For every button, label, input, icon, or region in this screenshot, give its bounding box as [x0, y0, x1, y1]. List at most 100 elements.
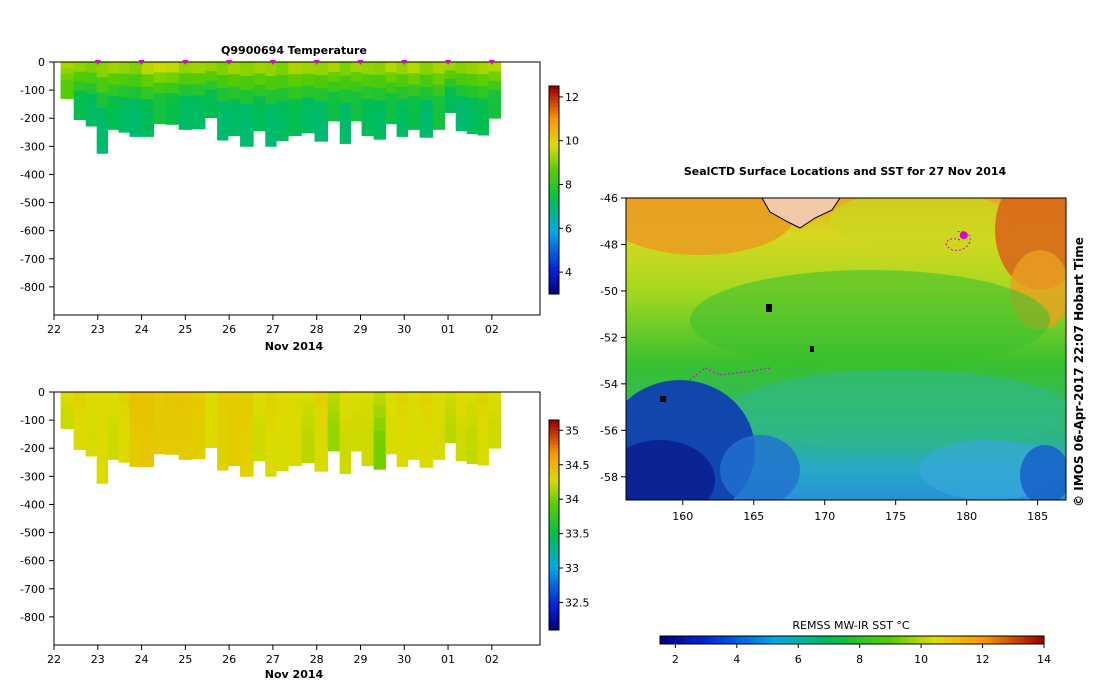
t-profile-cell — [444, 95, 457, 105]
sst-colorbar-segment — [852, 636, 858, 644]
s-profile-cell — [350, 411, 362, 422]
s-profile-cell — [153, 422, 167, 434]
t-profile-cell — [96, 77, 109, 93]
s-colorbar-segment — [549, 553, 559, 557]
s-profile-cell — [217, 444, 229, 458]
s-profile-cell — [265, 406, 277, 421]
s-profile-cell — [339, 405, 352, 420]
t-profile-cell — [396, 111, 408, 125]
s-profile-cell — [205, 410, 218, 421]
t-profile-cell — [276, 62, 289, 76]
s-profile-cell — [153, 392, 167, 403]
t-profile-cell — [361, 111, 375, 124]
s-colorbar-segment — [549, 420, 559, 424]
t-profile-cell — [165, 82, 180, 94]
t-profile-cell — [488, 62, 501, 72]
s-profile-cell — [396, 429, 408, 443]
s-profile-cell — [396, 454, 408, 467]
t-profile-cell — [240, 104, 254, 119]
t-profile-cell — [253, 107, 266, 120]
s-profile-cell — [118, 450, 130, 463]
t-profile-cell — [477, 122, 489, 136]
s-profile-cell — [385, 412, 398, 424]
salinity-panel: 0 -100 -200 -300 -400 -500 -600 -700 -800 22 23 24 2… — [20, 386, 589, 681]
s-colorbar-frame — [548, 419, 560, 631]
t-x-tick-label: 28 — [310, 323, 324, 336]
temperature-cells — [60, 62, 501, 154]
sst-colorbar-segment — [890, 636, 896, 644]
t-profile-cell — [73, 62, 87, 72]
s-profile-cell — [444, 417, 457, 427]
sst-colorbar-segment — [972, 636, 978, 644]
s-profile-cell — [129, 441, 142, 455]
s-profile-cell — [228, 404, 241, 417]
s-colorbar-segment — [549, 437, 559, 442]
map-axes: 160 165 170 175 180 185 -46 -48 -50 -52 -54 -56 -58 — [600, 192, 1048, 523]
t-profile-cell — [217, 114, 229, 128]
t-colorbar-segment — [549, 280, 559, 284]
s-profile-cell — [419, 392, 434, 405]
t-profile-cell — [477, 110, 489, 124]
s-profile-cell — [327, 441, 341, 452]
s-profile-cell — [327, 431, 341, 442]
t-profile-cell — [407, 118, 420, 130]
sst-colorbar-segment — [746, 636, 752, 644]
s-profile-cell — [253, 449, 266, 462]
t-profile-cell — [85, 62, 98, 74]
s-profile-cell — [432, 403, 446, 415]
t-x-tick-label: 26 — [222, 323, 236, 336]
t-x-tick-label: 22 — [47, 323, 61, 336]
t-profile-cell — [228, 86, 241, 100]
t-profile-cell — [314, 114, 329, 129]
t-colorbar-segment — [549, 273, 559, 277]
s-colorbar-segment — [549, 469, 559, 473]
sst-colorbar-frame — [659, 635, 1045, 645]
s-profile-cell — [60, 410, 75, 417]
t-colorbar-segment — [549, 221, 559, 225]
t-profile-cell — [488, 108, 501, 119]
temperature-axes: 0 -100 -200 -300 -400 -500 -600 -700 -800 22 23 24 2… — [20, 56, 499, 336]
s-x-tick-label: 23 — [91, 653, 105, 666]
t-profile-cell — [141, 111, 155, 125]
map-x-tick-label: 180 — [956, 510, 977, 523]
t-profile-cell — [288, 123, 302, 137]
s-profile-cell — [118, 427, 130, 440]
sst-colorbar-segment — [832, 636, 838, 644]
profile-marker — [313, 60, 320, 65]
t-profile-cell — [350, 71, 362, 83]
s-colorbar-segment — [549, 434, 559, 438]
s-profile-cell — [419, 404, 434, 418]
sst-colorbar-segment — [1000, 636, 1006, 644]
s-profile-cell — [396, 392, 408, 405]
profile-marker — [401, 60, 408, 65]
s-profile-cell — [85, 445, 98, 457]
sst-colorbar-segment — [780, 636, 786, 644]
sst-colorbar-segment — [1005, 636, 1011, 644]
salinity-xlabel: Nov 2014 — [265, 668, 324, 681]
sst-colorbar-tick-label: 12 — [976, 653, 990, 666]
s-profile-cell — [228, 453, 241, 467]
t-profile-cell — [178, 84, 193, 97]
s-profile-cell — [253, 426, 266, 439]
t-profile-cell — [385, 62, 398, 73]
s-colorbar-tick-label: 32.5 — [565, 596, 590, 609]
profile-markers — [94, 60, 495, 65]
sst-colorbar-segment — [871, 636, 877, 644]
s-profile-cell — [178, 436, 193, 449]
t-profile-cell — [178, 118, 193, 130]
s-profile-cell — [350, 392, 362, 403]
sst-colorbar-segment — [712, 636, 718, 644]
t-profile-cell — [85, 115, 98, 127]
s-profile-cell — [339, 392, 352, 406]
s-profile-cell — [240, 420, 254, 435]
s-profile-cell — [361, 428, 375, 442]
s-profile-cell — [165, 412, 180, 424]
s-colorbar-segment — [549, 556, 559, 561]
sst-colorbar-segment — [914, 636, 920, 644]
sst-colorbar-segment — [861, 636, 867, 644]
t-profile-cell — [217, 127, 229, 141]
t-profile-cell — [253, 84, 266, 97]
s-profile-cell — [477, 452, 489, 466]
s-profile-cell — [396, 416, 408, 430]
t-profile-cell — [107, 118, 119, 130]
